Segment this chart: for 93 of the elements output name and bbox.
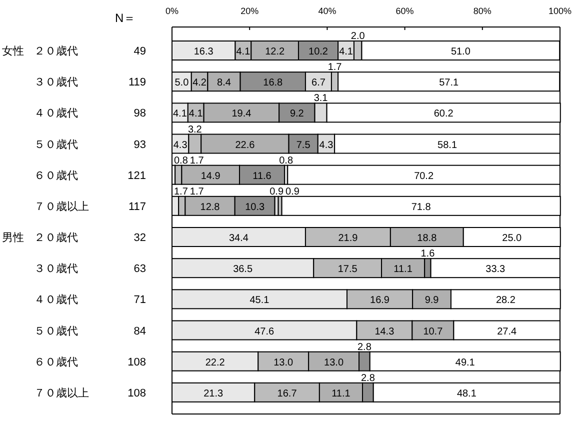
y-tick-label: ４０歳代 xyxy=(34,106,78,120)
data-label: 16.7 xyxy=(277,388,298,400)
data-label: 4.3 xyxy=(319,140,334,151)
data-label: 8.4 xyxy=(217,78,232,89)
text: N＝ xyxy=(115,11,136,25)
data-label: 16.8 xyxy=(263,78,284,89)
text: 108 xyxy=(128,387,146,400)
data-label: 9.9 xyxy=(424,295,440,306)
data-label: 12.2 xyxy=(265,46,285,58)
data-label: 0.9 xyxy=(286,186,300,198)
data-label: 25.0 xyxy=(502,233,522,244)
data-label: 22.2 xyxy=(205,357,226,368)
y-tick-label: ５０歳代 xyxy=(34,324,78,338)
text: 119 xyxy=(128,76,146,89)
data-label: 6.7 xyxy=(312,78,326,89)
data-label: 16.9 xyxy=(370,295,390,306)
y-tick-label: ７０歳以上 xyxy=(34,200,89,213)
data-label: 0.9 xyxy=(270,186,284,198)
data-label: 47.6 xyxy=(254,326,275,338)
data-label: 21.3 xyxy=(204,388,224,400)
data-label: 71.8 xyxy=(411,202,432,213)
data-label: 49.1 xyxy=(455,357,476,368)
data-label: 16.3 xyxy=(194,46,214,58)
text: 71 xyxy=(134,294,146,306)
data-label: 13.0 xyxy=(274,357,294,368)
data-label: 1.6 xyxy=(420,248,436,260)
y-tick-label: ２０歳代 xyxy=(34,44,78,58)
text: 93 xyxy=(134,138,146,151)
text: 121 xyxy=(128,170,146,182)
data-label: 34.4 xyxy=(229,233,249,244)
data-label: 4.3 xyxy=(173,140,188,151)
data-label: 11.1 xyxy=(394,264,413,276)
data-label: 3.1 xyxy=(314,93,328,104)
data-label: 70.2 xyxy=(414,170,434,182)
data-label: 10.2 xyxy=(308,46,328,58)
data-label: 19.4 xyxy=(232,108,252,120)
data-label: 3.2 xyxy=(188,124,202,136)
y-tick-label: ２０歳代 xyxy=(34,231,78,244)
data-label: 11.6 xyxy=(252,170,272,182)
data-label: 22.6 xyxy=(235,140,256,151)
text: 108 xyxy=(128,356,146,368)
data-label: 27.4 xyxy=(497,326,518,338)
data-label: 17.5 xyxy=(338,264,358,276)
y-tick-label: ６０歳代 xyxy=(34,355,78,368)
data-label: 14.3 xyxy=(374,326,395,338)
data-label: 10.3 xyxy=(245,202,266,213)
data-label: 10.7 xyxy=(423,326,444,338)
y-tick-label: ３０歳代 xyxy=(34,76,78,89)
data-label: 1.7 xyxy=(174,186,188,198)
data-label: 4.2 xyxy=(192,78,207,89)
y-tick-label: ３０歳代 xyxy=(34,262,78,276)
data-label: 2.8 xyxy=(357,342,372,353)
data-label: 45.1 xyxy=(250,295,270,306)
text: 女性 xyxy=(2,46,24,58)
data-label: 57.1 xyxy=(439,78,460,89)
text: 63 xyxy=(134,263,146,276)
data-label: 4.1 xyxy=(173,108,188,120)
data-label: 14.9 xyxy=(200,170,221,182)
data-label: 1.7 xyxy=(190,155,204,166)
data-label: 48.1 xyxy=(456,388,477,400)
y-tick-label: ７０歳以上 xyxy=(34,386,89,400)
y-tick-label: ４０歳代 xyxy=(34,293,78,306)
data-label: 0.8 xyxy=(174,155,188,166)
data-label: 12.8 xyxy=(200,202,220,213)
data-label: 0.8 xyxy=(279,155,294,166)
data-label: 9.2 xyxy=(290,108,304,120)
data-label: 2.0 xyxy=(350,31,366,42)
data-label: 33.3 xyxy=(486,264,506,276)
data-label: 21.9 xyxy=(338,233,358,244)
text: 117 xyxy=(128,200,146,213)
text: 98 xyxy=(134,108,146,120)
y-tick-label: ５０歳代 xyxy=(34,138,78,151)
text: 84 xyxy=(134,325,146,338)
text: 49 xyxy=(134,46,146,58)
text: 32 xyxy=(134,232,146,244)
data-label: 4.1 xyxy=(236,46,251,58)
data-label: 28.2 xyxy=(496,295,516,306)
data-label: 11.1 xyxy=(332,388,351,400)
data-label: 60.2 xyxy=(434,108,454,120)
data-label: 36.5 xyxy=(233,264,253,276)
data-label: 5.0 xyxy=(174,78,190,89)
data-label: 18.8 xyxy=(417,233,438,244)
text: 男性 xyxy=(2,232,24,244)
data-label: 4.1 xyxy=(188,108,204,120)
data-label: 1.7 xyxy=(190,186,204,198)
data-label: 1.7 xyxy=(328,62,342,74)
data-label: 7.5 xyxy=(296,140,311,151)
data-label: 58.1 xyxy=(438,140,458,151)
data-label: 4.1 xyxy=(339,46,354,58)
y-tick-label: ６０歳代 xyxy=(34,168,78,182)
data-label: 13.0 xyxy=(324,357,344,368)
data-label: 51.0 xyxy=(450,46,471,58)
data-label: 2.8 xyxy=(360,372,376,384)
